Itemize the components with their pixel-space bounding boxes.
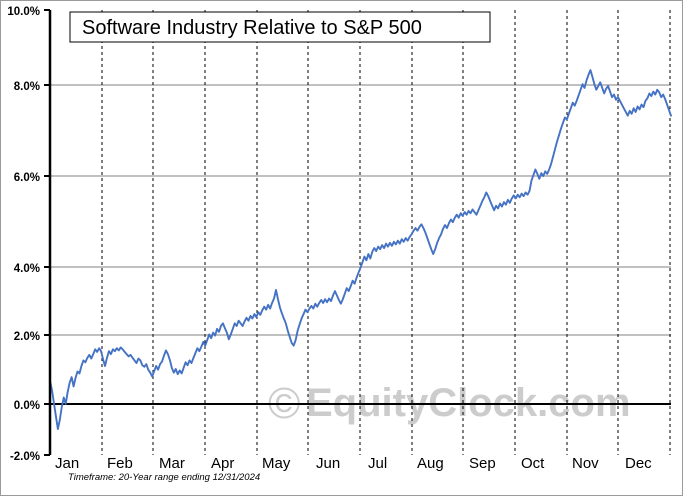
y-axis [44,9,52,456]
xtick-label-jan: Jan [55,455,79,472]
chart-title-label: Software Industry Relative to S&P 500 [82,17,422,39]
y-axis-tick-labels: 10.0% 8.0% 6.0% 4.0% 2.0% 0.0% -2.0% [7,6,40,463]
xtick-label-may: May [262,455,291,472]
title-box [69,11,491,43]
ytick-label-4: 4.0% [14,263,40,275]
data-series-line [49,69,672,430]
chart-title: Software Industry Relative to S&P 500 [69,11,491,43]
ytick-label-6: 6.0% [14,172,40,184]
ytick-label-8: 8.0% [14,81,40,93]
xtick-label-dec: Dec [625,455,652,472]
xtick-label-jun: Jun [316,455,340,472]
xtick-label-apr: Apr [211,455,234,472]
xtick-label-feb: Feb [107,455,133,472]
xtick-label-jul: Jul [368,455,387,472]
xtick-label-aug: Aug [417,455,444,472]
ytick-label-0: 0.0% [14,400,40,412]
x-axis-tick-labels: Jan Feb Mar Apr May Jun Jul Aug Sep Oct … [55,455,652,472]
ytick-label-2: 2.0% [14,331,40,343]
xtick-label-oct: Oct [521,455,545,472]
ytick-label-10: 10.0% [7,6,40,18]
chart-footnote: Timeframe: 20-Year range ending 12/31/20… [68,472,260,483]
xtick-label-sep: Sep [469,455,496,472]
month-gridlines [101,10,671,455]
xtick-label-nov: Nov [572,455,599,472]
ytick-label-neg2: -2.0% [10,451,40,463]
xtick-label-mar: Mar [159,455,185,472]
